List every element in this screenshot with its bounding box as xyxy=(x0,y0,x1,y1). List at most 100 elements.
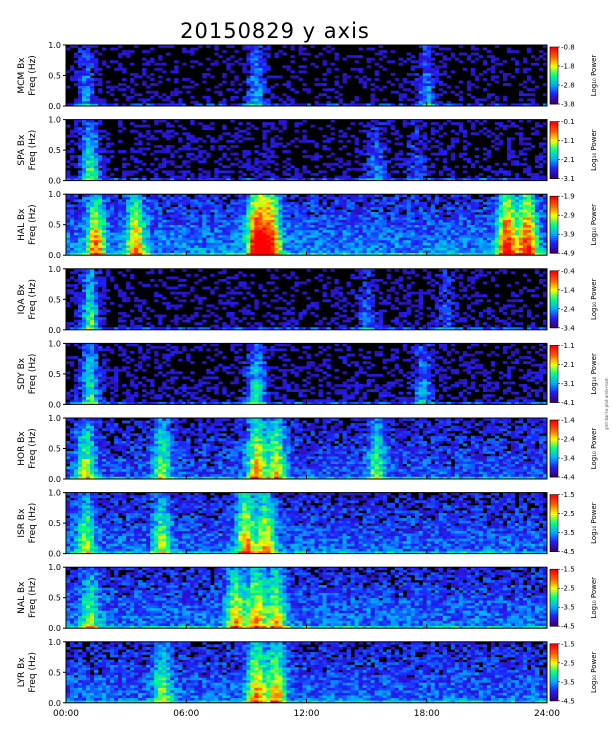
heatmap-cell xyxy=(298,211,303,215)
heatmap-cell xyxy=(430,45,436,48)
heatmap-cell xyxy=(182,145,187,148)
y-tick-label: 1.0 xyxy=(48,41,61,50)
heatmap-cell xyxy=(350,224,355,228)
heatmap-cell xyxy=(378,224,383,228)
heatmap-cell xyxy=(202,127,207,131)
heatmap-cell xyxy=(186,155,191,159)
heatmap-cell xyxy=(222,224,227,228)
heatmap-cell xyxy=(310,250,315,253)
heatmap-cell xyxy=(142,209,147,213)
heatmap-cell xyxy=(442,160,448,164)
heatmap-cell xyxy=(458,252,464,256)
heatmap-cell xyxy=(346,252,351,256)
heatmap-cell xyxy=(530,250,536,253)
heatmap-cell xyxy=(506,247,512,251)
heatmap-cell xyxy=(218,250,223,253)
heatmap-cell xyxy=(254,209,259,213)
heatmap-cell xyxy=(306,232,311,236)
heatmap-cell xyxy=(186,142,191,146)
heatmap-cell xyxy=(222,196,227,200)
heatmap-cell xyxy=(514,50,520,53)
heatmap-cell xyxy=(170,199,175,203)
heatmap-cell xyxy=(526,222,532,225)
heatmap-cell xyxy=(486,234,492,238)
heatmap-cell xyxy=(470,83,476,86)
heatmap-cell xyxy=(314,157,319,161)
heatmap-cell xyxy=(254,150,259,153)
heatmap-cell xyxy=(78,229,83,233)
heatmap-cell xyxy=(470,45,476,48)
heatmap-cell xyxy=(310,178,315,181)
heatmap-cell xyxy=(322,147,327,151)
heatmap-cell xyxy=(330,167,335,171)
heatmap-cell xyxy=(86,227,91,231)
heatmap-cell xyxy=(462,52,468,56)
heatmap-cell xyxy=(162,229,167,233)
heatmap-cell xyxy=(258,78,263,81)
heatmap-cell xyxy=(386,219,391,223)
heatmap-cell xyxy=(530,247,536,251)
heatmap-cell xyxy=(86,224,91,228)
heatmap-cell xyxy=(358,55,363,59)
heatmap-cell xyxy=(82,162,87,166)
heatmap-cell xyxy=(250,204,255,208)
heatmap-cell xyxy=(242,150,247,153)
heatmap-cell xyxy=(370,167,375,171)
heatmap-cell xyxy=(218,206,223,210)
heatmap-cell xyxy=(250,165,255,169)
heatmap-cell xyxy=(206,127,211,131)
heatmap-cell xyxy=(338,217,343,220)
heatmap-cell xyxy=(418,150,424,153)
heatmap-cell xyxy=(174,232,179,236)
heatmap-cell xyxy=(398,150,403,153)
heatmap-cell xyxy=(114,217,119,220)
heatmap-cell xyxy=(394,162,399,166)
heatmap-cell xyxy=(234,145,239,148)
heatmap-cell xyxy=(266,150,271,153)
heatmap-cell xyxy=(278,194,283,198)
heatmap-cell xyxy=(354,137,359,141)
heatmap-cell xyxy=(302,204,307,208)
heatmap-cell xyxy=(238,139,243,143)
heatmap-cell xyxy=(526,88,532,92)
heatmap-cell xyxy=(354,103,359,107)
heatmap-cell xyxy=(406,175,412,179)
heatmap-cell xyxy=(98,147,103,151)
heatmap-cell xyxy=(306,247,311,251)
heatmap-cell xyxy=(358,234,363,238)
heatmap-cell xyxy=(186,239,191,243)
heatmap-cell xyxy=(250,52,255,56)
heatmap-cell xyxy=(70,132,75,136)
heatmap-cell xyxy=(210,229,215,233)
heatmap-cell xyxy=(422,88,428,92)
heatmap-cell xyxy=(526,227,532,231)
heatmap-cell xyxy=(126,217,131,220)
heatmap-cell xyxy=(494,45,500,48)
heatmap-cell xyxy=(530,178,536,181)
heatmap-cell xyxy=(186,222,191,225)
heatmap-cell xyxy=(410,206,416,210)
heatmap-cell xyxy=(126,162,131,166)
heatmap-cell xyxy=(482,70,488,74)
heatmap-cell xyxy=(502,170,508,174)
heatmap-cell xyxy=(194,219,199,223)
heatmap-cell xyxy=(414,201,420,205)
heatmap-cell xyxy=(86,72,91,76)
heatmap-cell xyxy=(154,247,159,251)
heatmap-cell xyxy=(426,100,432,104)
heatmap-cell xyxy=(202,250,207,253)
heatmap-cell xyxy=(274,155,279,159)
heatmap-cell xyxy=(218,194,223,198)
heatmap-cell xyxy=(258,70,263,74)
heatmap-cell xyxy=(398,157,403,161)
heatmap-cell xyxy=(358,194,363,198)
heatmap-cell xyxy=(410,83,416,86)
heatmap-cell xyxy=(66,175,71,179)
heatmap-cell xyxy=(302,150,307,153)
heatmap-cell xyxy=(466,194,472,198)
heatmap-cell xyxy=(106,160,111,164)
heatmap-cell xyxy=(322,145,327,148)
heatmap-cell xyxy=(486,214,492,218)
heatmap-cell xyxy=(494,147,500,151)
heatmap-cell xyxy=(210,217,215,220)
